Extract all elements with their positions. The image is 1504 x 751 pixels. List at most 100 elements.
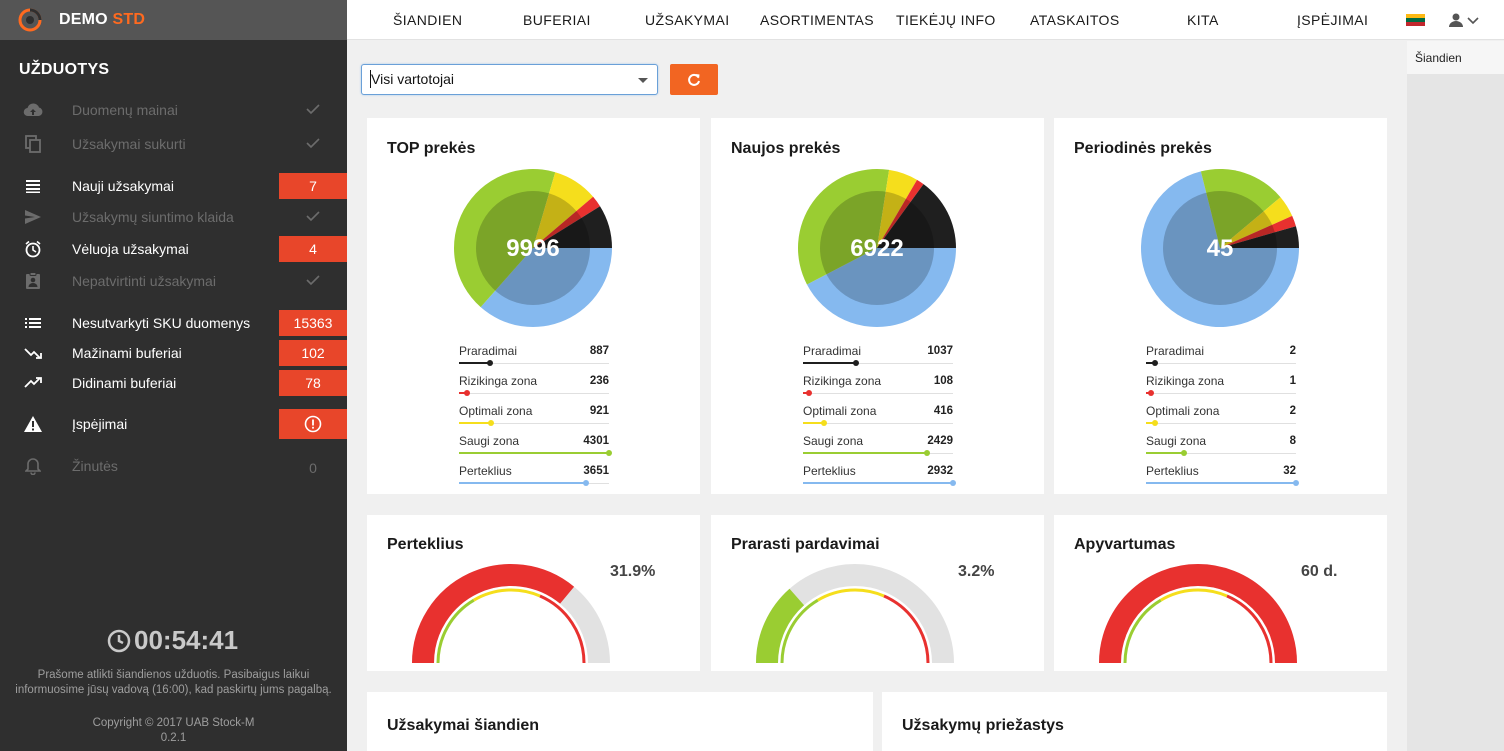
donut-slice-excess[interactable] — [1141, 171, 1299, 327]
legend-value: 3651 — [583, 465, 609, 477]
legend-item-optimal[interactable]: Optimali zona 2 — [1146, 404, 1296, 434]
legend-item-risk[interactable]: Rizikinga zona 236 — [459, 374, 609, 404]
copy-icon — [22, 134, 44, 154]
donut-slice-risk[interactable] — [533, 196, 601, 248]
legend-label: Optimali zona — [459, 404, 533, 418]
legend-track — [459, 393, 609, 394]
right-panel-header — [1407, 41, 1504, 74]
nav-supplier-info[interactable]: TIEKĖJŲ INFO — [896, 12, 996, 28]
lithuania-flag-icon[interactable] — [1406, 14, 1425, 26]
legend-value: 2932 — [927, 465, 953, 477]
gauge-zone-risk — [1226, 594, 1273, 663]
stopwatch-icon — [107, 629, 131, 652]
legend-item-safe[interactable]: Saugi zona 4301 — [459, 434, 612, 464]
legend-value: 416 — [933, 405, 953, 417]
copyright: Copyright © 2017 UAB Stock-M 0.2.1 — [8, 716, 339, 746]
legend-item-loss[interactable]: Praradimai 1037 — [803, 344, 953, 374]
donut-inner-shade — [476, 191, 590, 305]
task-badge[interactable]: 15363 — [279, 310, 347, 336]
nav-buffers[interactable]: BUFERIAI — [523, 12, 591, 28]
nav-today[interactable]: ŠIANDIEN — [393, 12, 463, 28]
legend-item-excess[interactable]: Perteklius 2932 — [803, 464, 956, 494]
donut-slice-excess[interactable] — [806, 248, 956, 327]
task-new-orders[interactable]: Nauji užsakymai 7 — [0, 173, 347, 199]
refresh-button[interactable] — [670, 64, 718, 95]
legend-value: 921 — [589, 405, 609, 417]
top-navigation — [347, 0, 1504, 40]
gauge-zone-optimal — [1160, 588, 1228, 602]
tasks-title: UŽDUOTYS — [19, 61, 110, 78]
donut-slice-risk[interactable] — [1220, 215, 1296, 248]
task-unresolved-sku[interactable]: Nesutvarkyti SKU duomenys 15363 — [0, 310, 347, 336]
legend-item-risk[interactable]: Rizikinga zona 108 — [803, 374, 953, 404]
donut-slice-safe[interactable] — [798, 168, 890, 285]
version-text: 0.2.1 — [160, 732, 187, 744]
donut-total: 45 — [1207, 235, 1234, 262]
nav-other[interactable]: KITA — [1187, 12, 1219, 28]
legend-track — [803, 363, 953, 364]
legend-item-optimal[interactable]: Optimali zona 416 — [803, 404, 953, 434]
donut-slice-safe[interactable] — [454, 169, 556, 308]
brand-name[interactable]: DEMO STD — [59, 11, 145, 29]
legend-label: Saugi zona — [459, 434, 520, 448]
legend-value: 236 — [589, 375, 609, 387]
warning-icon — [22, 414, 44, 434]
donut-slice-optimal[interactable] — [877, 169, 918, 248]
legend-bar — [1146, 482, 1296, 484]
task-order-send-error[interactable]: Užsakymų siuntimo klaida — [0, 204, 347, 230]
nav-orders[interactable]: UŽSAKYMAI — [645, 12, 730, 28]
task-data-exchange[interactable]: Duomenų mainai — [0, 97, 347, 123]
gauge-zone-optimal — [817, 588, 885, 602]
brand-logo-icon[interactable] — [17, 7, 43, 33]
legend-value: 887 — [589, 345, 609, 357]
nav-reports[interactable]: ATASKAITOS — [1030, 12, 1120, 28]
task-badge[interactable]: 4 — [279, 236, 347, 262]
legend-item-loss[interactable]: Praradimai 2 — [1146, 344, 1296, 374]
legend-label: Perteklius — [803, 464, 856, 478]
legend-item-safe[interactable]: Saugi zona 8 — [1146, 434, 1296, 464]
legend-bar — [459, 452, 609, 454]
donut-slice-loss[interactable] — [1220, 226, 1299, 248]
gauge-value: 31.9% — [610, 563, 656, 580]
donut-slice-loss[interactable] — [533, 206, 612, 248]
nav-warnings[interactable]: ĮSPĖJIMAI — [1297, 12, 1369, 28]
user-filter-select[interactable]: Visi vartotojai — [361, 64, 658, 95]
user-icon — [1449, 13, 1463, 27]
task-increasing-buffers[interactable]: Didinami buferiai 78 — [0, 370, 347, 396]
right-panel-today[interactable]: Šiandien — [1415, 51, 1462, 65]
task-unconfirmed-orders[interactable]: Nepatvirtinti užsakymai — [0, 268, 347, 294]
donut-slice-optimal[interactable] — [1220, 197, 1293, 248]
alert-circle-icon[interactable] — [279, 409, 347, 439]
gauge-title: Apyvartumas — [1074, 536, 1176, 553]
legend-item-loss[interactable]: Praradimai 887 — [459, 344, 609, 374]
task-label: Užsakymai sukurti — [72, 136, 186, 152]
task-messages[interactable]: Žinutės 0 — [0, 453, 347, 479]
donut-slice-loss[interactable] — [877, 184, 956, 248]
legend-bar — [1146, 452, 1184, 454]
donut-slice-safe[interactable] — [1200, 169, 1281, 248]
task-warnings[interactable]: Įspėjimai — [0, 409, 347, 439]
nav-assortment[interactable]: ASORTIMENTAS — [760, 12, 874, 28]
donut-slice-optimal[interactable] — [533, 172, 594, 248]
legend-label: Optimali zona — [803, 404, 877, 418]
legend-item-risk[interactable]: Rizikinga zona 1 — [1146, 374, 1296, 404]
legend-track — [1146, 363, 1296, 364]
legend-item-safe[interactable]: Saugi zona 2429 — [803, 434, 953, 464]
donut-slice-excess[interactable] — [480, 248, 612, 327]
legend-item-optimal[interactable]: Optimali zona 921 — [459, 404, 609, 434]
task-orders-created[interactable]: Užsakymai sukurti — [0, 131, 347, 157]
task-badge[interactable]: 7 — [279, 173, 347, 199]
legend-value: 2429 — [927, 435, 953, 447]
donut-slice-risk[interactable] — [877, 179, 924, 248]
task-label: Žinutės — [72, 458, 118, 474]
task-decreasing-buffers[interactable]: Mažinami buferiai 102 — [0, 340, 347, 366]
gauge-card-lost-sales: Prarasti pardavimai 3.2% — [711, 515, 1044, 671]
legend-item-excess[interactable]: Perteklius 32 — [1146, 464, 1299, 494]
task-late-orders[interactable]: Vėluoja užsakymai 4 — [0, 236, 347, 262]
task-badge[interactable]: 78 — [279, 370, 347, 396]
donut-total: 6922 — [850, 235, 903, 262]
legend-track — [1146, 423, 1296, 424]
user-menu[interactable] — [1446, 12, 1480, 30]
task-badge[interactable]: 102 — [279, 340, 347, 366]
legend-item-excess[interactable]: Perteklius 3651 — [459, 464, 609, 494]
